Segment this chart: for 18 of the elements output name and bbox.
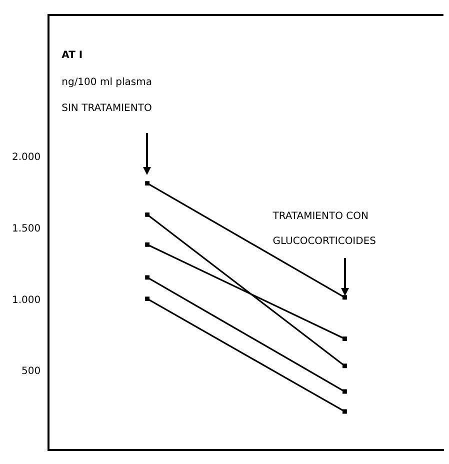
y-tick-label: 2.000 [12,152,41,164]
point [342,364,347,368]
y-tick-label: 500 [22,366,41,378]
point [145,275,150,280]
y-tick-label: 1.000 [12,294,41,306]
y-tick-label: 1.500 [12,224,41,235]
annotation: SIN TRATAMIENTO [62,103,152,114]
text: AT I [62,50,83,61]
point [145,296,150,302]
point [145,181,150,186]
point [145,212,150,217]
text: ng/100 ml plasma [62,77,152,88]
point [342,295,347,300]
point [342,336,347,341]
point [342,389,347,394]
text: TRATAMIENTO CON GLUCOCORTICOIDES [272,211,376,247]
point [342,409,347,414]
point [145,242,150,247]
